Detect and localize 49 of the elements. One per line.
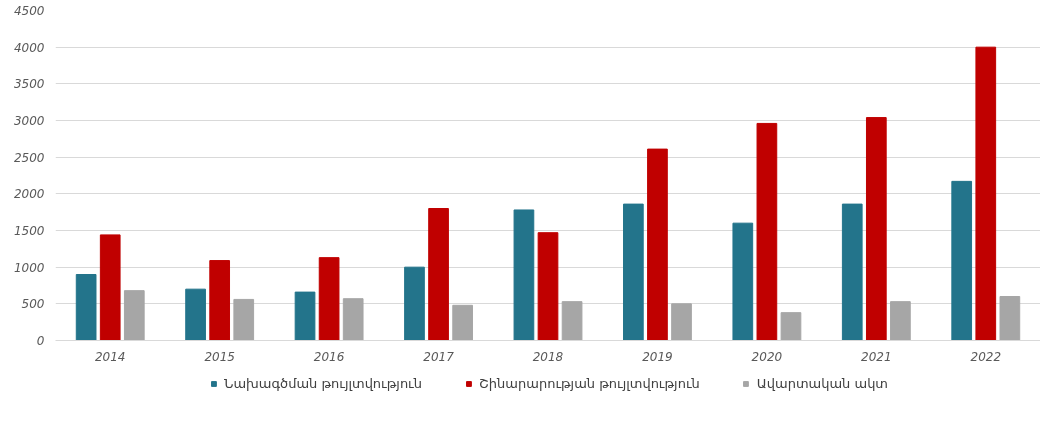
bar	[756, 122, 778, 341]
y-tick-label: 2500	[13, 150, 45, 165]
y-tick-label: 4000	[13, 40, 45, 55]
bar	[185, 288, 206, 341]
x-tick-label: 2017	[423, 349, 455, 364]
y-tick-label: 0	[36, 334, 45, 348]
bar	[780, 312, 802, 341]
bar	[428, 208, 449, 341]
y-tick-label: 3000	[13, 114, 45, 128]
y-tick-label: 500	[21, 297, 45, 312]
bar	[513, 209, 535, 341]
bar	[561, 301, 583, 341]
bar	[342, 298, 364, 341]
bar	[647, 148, 668, 341]
bar	[951, 180, 973, 341]
bar	[318, 257, 340, 341]
bar	[671, 303, 692, 341]
x-tick-label: 2018	[532, 349, 564, 364]
y-tick-label: 1500	[13, 224, 45, 238]
bar	[975, 46, 997, 341]
bar	[623, 203, 644, 341]
bar	[209, 260, 231, 341]
x-tick-label: 2016	[313, 349, 345, 364]
bar	[890, 301, 911, 341]
x-tick-label: 2021	[861, 349, 892, 364]
x-tick-label: 2015	[204, 349, 235, 364]
bar	[99, 234, 121, 341]
legend-label: Նախագծման թույլտվություն	[223, 375, 423, 391]
y-tick-label: 1000	[13, 260, 45, 275]
x-tick-label: 2019	[642, 349, 673, 364]
bar	[123, 290, 145, 341]
bar	[999, 296, 1021, 341]
bar	[732, 222, 754, 341]
bar	[865, 117, 887, 341]
legend-label: Շինարարության թույլտվություն	[479, 375, 700, 391]
y-tick-label: 2000	[13, 187, 45, 202]
bar	[841, 203, 863, 341]
legend-label: Ավարտական ակտ	[756, 375, 889, 391]
bar	[537, 232, 559, 341]
y-tick-label: 3500	[13, 77, 45, 92]
bar	[452, 304, 473, 341]
y-tick-label: 4500	[13, 4, 45, 18]
x-tick-label: 2014	[94, 349, 126, 364]
bar	[294, 291, 316, 341]
x-tick-label: 2022	[970, 349, 1002, 364]
bar	[233, 298, 255, 341]
x-tick-label: 2020	[751, 349, 783, 364]
bar	[404, 266, 425, 341]
bar	[75, 274, 97, 341]
